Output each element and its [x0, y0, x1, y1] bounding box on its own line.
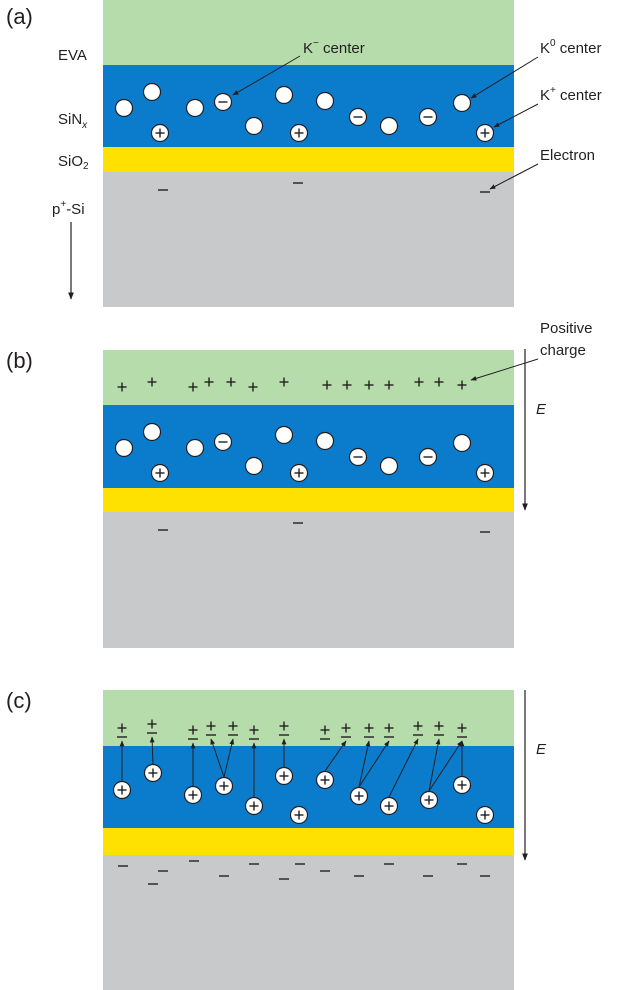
field-label: E [536, 401, 547, 418]
si-layer [103, 855, 514, 990]
sinx-layer [103, 746, 514, 828]
neutral-center [246, 118, 263, 135]
layer-label: EVA [58, 47, 87, 64]
layer-label: p+-Si [52, 199, 85, 218]
neutral-center [116, 440, 133, 457]
field-label: E [536, 741, 547, 758]
neutral-center [187, 440, 204, 457]
si-layer [103, 512, 514, 648]
neutral-center [144, 84, 161, 101]
diagram: (a) (b) (c) EVA SiNx SiO2 p+-Si K− cente… [0, 0, 627, 990]
si-layer [103, 172, 514, 307]
callout: K+ center [540, 85, 602, 104]
callout: charge [540, 342, 586, 359]
layer-label: SiO2 [58, 153, 89, 172]
neutral-center [144, 424, 161, 441]
sio2-layer [103, 828, 514, 855]
neutral-center [276, 427, 293, 444]
neutral-center [317, 93, 334, 110]
neutral-center [317, 433, 334, 450]
neutral-center [276, 87, 293, 104]
neutral-center [454, 95, 471, 112]
eva-layer [103, 690, 514, 746]
neutral-center [246, 458, 263, 475]
callout: Electron [540, 147, 595, 164]
sio2-layer [103, 488, 514, 512]
eva-layer [103, 350, 514, 405]
sio2-layer [103, 147, 514, 172]
layers [103, 0, 514, 990]
callout: K0 center [540, 38, 601, 57]
neutral-center [116, 100, 133, 117]
panel-label: (a) [6, 4, 33, 29]
neutral-center [381, 458, 398, 475]
neutral-center [454, 435, 471, 452]
panel-label: (c) [6, 688, 32, 713]
callout: Positive [540, 320, 593, 337]
callout: K− center [303, 38, 365, 57]
neutral-center [381, 118, 398, 135]
layer-label: SiNx [58, 111, 88, 131]
neutral-center [187, 100, 204, 117]
panel-label: (b) [6, 348, 33, 373]
